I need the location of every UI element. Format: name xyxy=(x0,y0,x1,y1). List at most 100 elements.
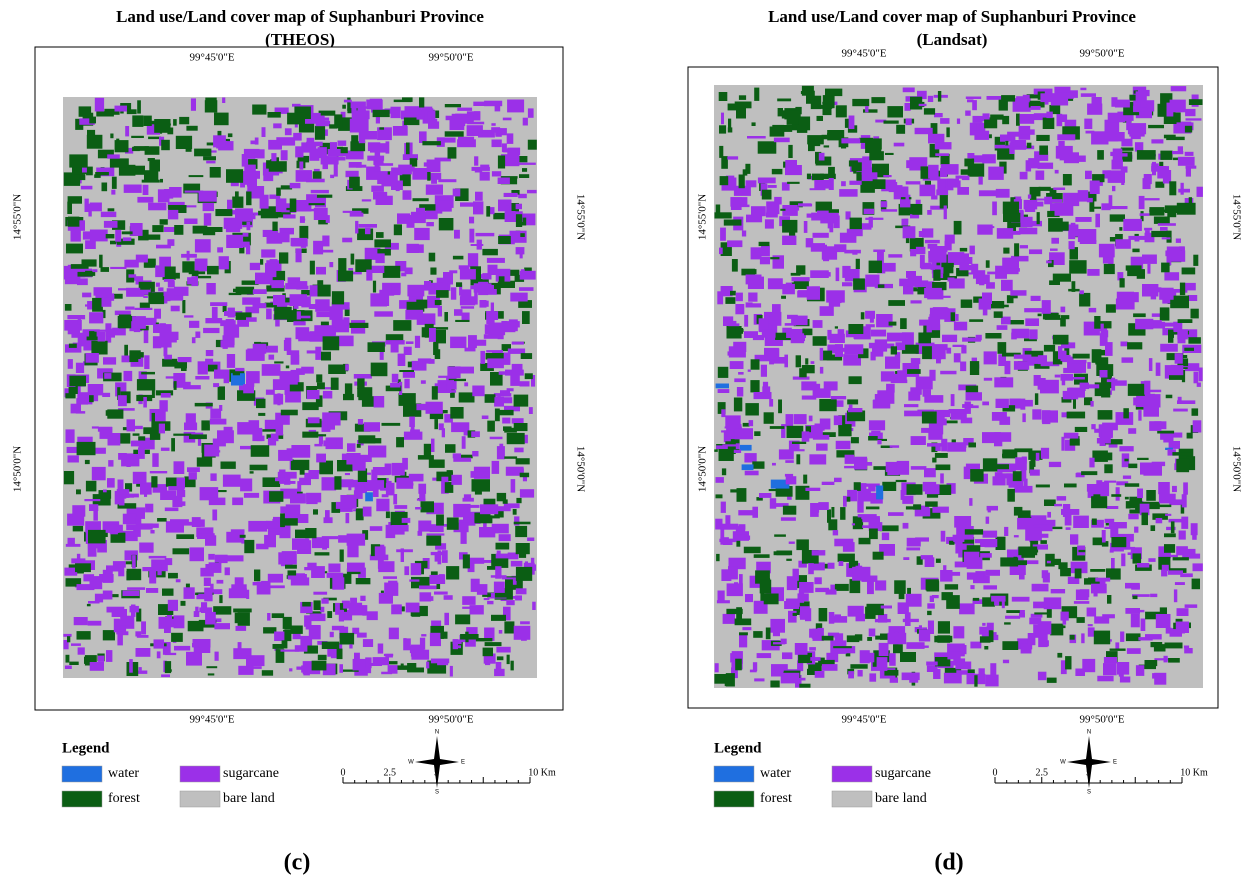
land-patch xyxy=(479,133,488,136)
land-patch xyxy=(1057,496,1067,501)
land-patch xyxy=(1142,513,1149,526)
land-patch xyxy=(314,208,328,220)
land-patch xyxy=(201,420,210,430)
land-patch xyxy=(871,330,886,337)
land-patch xyxy=(236,287,255,295)
land-patch xyxy=(426,222,434,226)
land-patch xyxy=(1166,395,1173,399)
land-patch xyxy=(428,121,439,128)
land-patch xyxy=(759,242,770,246)
land-patch xyxy=(822,135,828,140)
land-patch xyxy=(264,535,276,547)
land-patch xyxy=(809,416,813,422)
land-patch xyxy=(242,297,260,304)
land-patch xyxy=(356,165,366,168)
land-patch xyxy=(432,386,438,399)
land-patch xyxy=(956,628,963,637)
land-patch xyxy=(76,489,81,494)
land-patch xyxy=(935,445,940,451)
land-patch xyxy=(727,156,738,159)
land-patch xyxy=(1070,534,1078,544)
land-patch xyxy=(474,111,480,118)
land-patch xyxy=(266,346,278,353)
land-patch xyxy=(173,548,190,554)
land-patch xyxy=(316,121,331,126)
land-patch xyxy=(151,476,157,487)
land-patch xyxy=(1009,142,1014,154)
land-patch xyxy=(84,499,100,501)
land-patch xyxy=(265,263,276,277)
land-patch xyxy=(786,476,797,484)
land-patch xyxy=(83,574,94,581)
legend-swatch xyxy=(832,766,872,782)
land-patch xyxy=(89,395,94,402)
land-patch xyxy=(1087,198,1093,202)
land-patch xyxy=(450,407,463,419)
land-patch xyxy=(1181,517,1188,529)
land-patch xyxy=(133,472,147,484)
land-patch xyxy=(523,118,528,126)
land-patch xyxy=(438,306,442,317)
land-patch xyxy=(86,481,97,492)
land-patch xyxy=(171,633,183,642)
land-patch xyxy=(192,271,199,276)
land-patch xyxy=(223,305,227,312)
land-patch xyxy=(735,619,752,626)
land-patch xyxy=(410,429,420,438)
land-patch xyxy=(424,444,431,456)
land-patch xyxy=(436,515,444,526)
land-patch xyxy=(824,381,838,390)
land-patch xyxy=(1001,280,1013,291)
land-patch xyxy=(1147,264,1150,274)
land-patch xyxy=(246,317,257,322)
land-patch xyxy=(875,619,891,622)
land-patch xyxy=(71,264,89,269)
land-patch xyxy=(1164,135,1176,139)
land-patch xyxy=(242,154,247,167)
land-patch xyxy=(1145,634,1162,639)
land-patch xyxy=(721,156,728,169)
land-patch xyxy=(793,569,799,581)
land-patch xyxy=(754,88,759,101)
land-patch xyxy=(1069,260,1086,273)
land-patch xyxy=(301,367,314,374)
legend-swatch xyxy=(180,791,220,807)
land-patch xyxy=(363,507,372,517)
land-patch xyxy=(88,621,102,626)
land-patch xyxy=(842,282,852,286)
land-patch xyxy=(719,447,734,461)
land-patch xyxy=(381,672,392,675)
land-patch xyxy=(147,235,161,240)
land-patch xyxy=(970,361,979,375)
land-patch xyxy=(192,643,198,647)
land-patch xyxy=(739,632,748,635)
legend-swatch xyxy=(832,791,872,807)
land-patch xyxy=(79,106,92,116)
land-patch xyxy=(783,506,796,515)
land-patch xyxy=(910,249,916,256)
land-patch xyxy=(461,306,474,309)
land-patch xyxy=(445,131,464,136)
land-patch xyxy=(770,127,785,137)
land-patch xyxy=(974,675,977,687)
land-patch xyxy=(742,231,746,237)
land-patch xyxy=(1036,199,1051,201)
land-patch xyxy=(1081,93,1096,97)
land-patch xyxy=(896,480,907,482)
land-patch xyxy=(89,312,103,323)
latitude-label: 14°50'0"N xyxy=(574,446,586,492)
land-patch xyxy=(287,350,300,355)
land-patch xyxy=(1002,454,1009,458)
land-patch xyxy=(406,341,414,344)
land-patch xyxy=(1045,554,1054,567)
land-patch xyxy=(1157,166,1169,178)
land-patch xyxy=(759,493,771,498)
land-patch xyxy=(314,600,321,610)
land-patch xyxy=(1057,134,1075,140)
land-patch xyxy=(1073,354,1090,359)
land-patch xyxy=(844,344,863,354)
land-patch xyxy=(1055,203,1074,216)
land-patch xyxy=(232,498,243,506)
land-patch xyxy=(394,224,402,235)
land-patch xyxy=(409,417,415,428)
